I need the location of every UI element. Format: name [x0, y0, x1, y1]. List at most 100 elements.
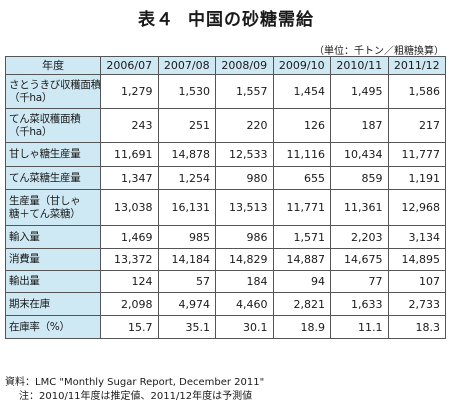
unit-note: （単位：千トン／粗糖換算）: [314, 46, 444, 57]
data-cell: 985: [157, 225, 216, 249]
source-note: 資料：LMC "Monthly Sugar Report, December 2…: [5, 377, 265, 388]
data-cell: 10,434: [330, 142, 389, 167]
row-label: 生産量（甘しゃ 糖＋てん菜糖）: [5, 189, 101, 226]
table-body: さとうきび収穫面積 （千ha） 1,279 1,530 1,557 1,454 1,495 1…: [5, 74, 446, 339]
data-cell: 1,469: [100, 225, 159, 249]
row-label: てん菜収穫面積 （千ha）: [5, 108, 101, 143]
data-cell: 14,184: [157, 248, 216, 271]
data-cell: 1,586: [387, 74, 446, 109]
data-cell: 30.1: [215, 315, 274, 339]
data-cell: 14,887: [272, 248, 331, 271]
data-cell: 2,733: [387, 292, 446, 316]
data-cell: 94: [272, 270, 331, 293]
data-cell: 15.7: [100, 315, 159, 339]
row-label-line: 甘しゃ糖生産量: [9, 148, 81, 160]
table-row: 輸入量 1,469 985 986 1,571 2,203 3,134: [5, 225, 446, 249]
row-label: 在庫率（%）: [5, 315, 101, 339]
data-cell: 14,878: [157, 142, 216, 167]
row-label-line: （千ha）: [9, 91, 53, 104]
data-cell: 14,895: [387, 248, 446, 271]
data-cell: 13,038: [100, 189, 159, 226]
header-year: 2008/09: [215, 56, 274, 75]
row-label-line: 輸出量: [9, 275, 40, 287]
data-cell: 2,821: [272, 292, 331, 316]
data-cell: 13,372: [100, 248, 159, 271]
header-year: 2006/07: [100, 56, 159, 75]
table-row: さとうきび収穫面積 （千ha） 1,279 1,530 1,557 1,454 1,495 1…: [5, 74, 446, 109]
data-cell: 980: [215, 166, 274, 190]
data-cell: 11.1: [330, 315, 389, 339]
row-label-line: 在庫率（%）: [9, 320, 70, 333]
table-row: 輸出量 124 57 184 94 77 107: [5, 270, 446, 293]
header-year: 2011/12: [387, 56, 446, 75]
data-cell: 4,460: [215, 292, 274, 316]
notes: 資料：LMC "Monthly Sugar Report, December 2…: [5, 376, 264, 404]
header-year: 2007/08: [157, 56, 216, 75]
data-cell: 4,974: [157, 292, 216, 316]
data-cell: 184: [215, 270, 274, 293]
header-year: 2010/11: [330, 56, 389, 75]
data-cell: 126: [272, 108, 331, 143]
row-label-line: 期末在庫: [9, 297, 50, 310]
table-number: 表４: [138, 10, 174, 30]
table-title-text: 中国の砂糖需給: [188, 10, 314, 30]
data-cell: 1,254: [157, 166, 216, 190]
sugar-supply-demand-table: 年度 2006/07 2007/08 2008/09 2009/10 2010/11 20…: [5, 56, 446, 339]
header-label: 年度: [5, 56, 101, 75]
row-label-line: てん菜収穫面積: [9, 112, 81, 125]
row-label-line: 生産量（甘しゃ: [9, 194, 81, 207]
data-cell: 3,134: [387, 225, 446, 249]
data-cell: 16,131: [157, 189, 216, 226]
row-label-line: （千ha）: [9, 125, 53, 138]
data-cell: 859: [330, 166, 389, 190]
table-row: てん菜収穫面積 （千ha） 243 251 220 126 187 217: [5, 108, 446, 143]
row-label: 輸入量: [5, 225, 101, 249]
row-label-line: てん菜糖生産量: [9, 171, 81, 184]
table-row: 生産量（甘しゃ 糖＋てん菜糖） 13,038 16,131 13,513 11,771 11…: [5, 189, 446, 226]
data-cell: 11,777: [387, 142, 446, 167]
row-label: さとうきび収穫面積 （千ha）: [5, 74, 101, 109]
data-cell: 187: [330, 108, 389, 143]
data-cell: 77: [330, 270, 389, 293]
data-cell: 251: [157, 108, 216, 143]
table-row: てん菜糖生産量 1,347 1,254 980 655 859 1,191: [5, 166, 446, 190]
data-cell: 12,533: [215, 142, 274, 167]
data-cell: 18.9: [272, 315, 331, 339]
data-cell: 1,495: [330, 74, 389, 109]
data-cell: 217: [387, 108, 446, 143]
data-cell: 1,454: [272, 74, 331, 109]
data-cell: 1,633: [330, 292, 389, 316]
row-label: 輸出量: [5, 270, 101, 293]
row-label: 甘しゃ糖生産量: [5, 142, 101, 167]
row-label-line: 消費量: [9, 253, 40, 265]
table-row: 在庫率（%） 15.7 35.1 30.1 18.9 11.1 18.3: [5, 315, 446, 339]
data-cell: 11,691: [100, 142, 159, 167]
data-cell: 1,530: [157, 74, 216, 109]
data-cell: 655: [272, 166, 331, 190]
data-cell: 243: [100, 108, 159, 143]
data-cell: 14,829: [215, 248, 274, 271]
data-cell: 18.3: [387, 315, 446, 339]
data-cell: 2,203: [330, 225, 389, 249]
data-cell: 11,116: [272, 142, 331, 167]
data-cell: 57: [157, 270, 216, 293]
table-title: 表４ 中国の砂糖需給: [0, 5, 452, 30]
data-cell: 12,968: [387, 189, 446, 226]
data-cell: 220: [215, 108, 274, 143]
data-cell: 1,571: [272, 225, 331, 249]
row-label: てん菜糖生産量: [5, 166, 101, 190]
row-label-line: さとうきび収穫面積: [9, 78, 101, 91]
data-cell: 2,098: [100, 292, 159, 316]
row-label: 消費量: [5, 248, 101, 271]
table-row: 期末在庫 2,098 4,974 4,460 2,821 1,633 2,733: [5, 292, 446, 316]
header-year: 2009/10: [272, 56, 331, 75]
data-cell: 11,361: [330, 189, 389, 226]
data-cell: 11,771: [272, 189, 331, 226]
table-row: 消費量 13,372 14,184 14,829 14,887 14,675 14,895: [5, 248, 446, 271]
data-cell: 1,557: [215, 74, 274, 109]
row-label-line: 輸入量: [9, 230, 40, 243]
table-header-row: 年度 2006/07 2007/08 2008/09 2009/10 2010/11 20…: [5, 56, 446, 75]
data-cell: 107: [387, 270, 446, 293]
data-cell: 1,279: [100, 74, 159, 109]
row-label: 期末在庫: [5, 292, 101, 316]
